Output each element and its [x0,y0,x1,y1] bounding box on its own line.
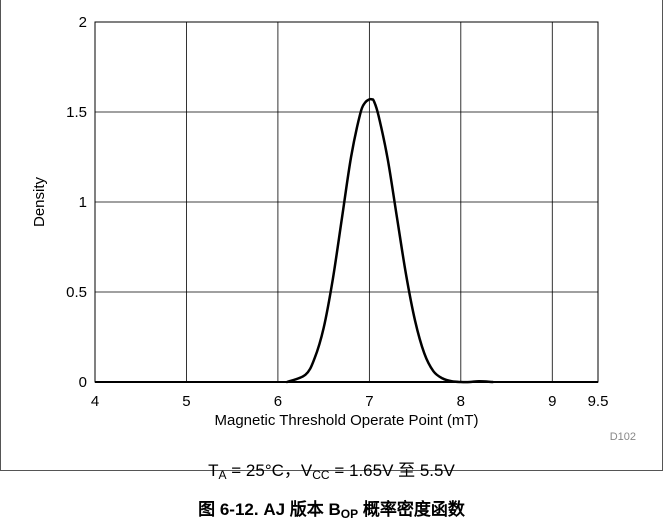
vcc-subscript: CC [312,468,330,482]
y-tick-label: 2 [79,14,87,31]
vcc-symbol: V [300,461,313,480]
ta-subscript: A [218,468,227,482]
caption-subscript: OP [340,507,359,521]
caption-prefix: 图 6-12. AJ 版本 B [198,500,341,519]
density-curve [285,97,495,384]
x-tick-label: 9 [548,393,556,410]
y-tick-label: 0 [79,374,87,391]
y-axis-title: Density [31,176,48,227]
x-tick-label: 4 [91,393,99,410]
y-tick-label: 0.5 [66,284,87,301]
figure-caption: 图 6-12. AJ 版本 BOP 概率密度函数 [0,495,663,520]
figure-code-label: D102 [610,431,636,443]
x-tick-label: 7 [365,393,373,410]
x-tick-label: 5 [182,393,190,410]
ta-symbol: T [208,461,219,480]
x-tick-label: 6 [274,393,282,410]
x-axis-title: Magnetic Threshold Operate Point (mT) [214,412,478,429]
y-tick-label: 1.5 [66,104,87,121]
x-tick-label: 9.5 [588,393,609,410]
x-tick-label: 8 [457,393,465,410]
y-tick-label: 1 [79,194,87,211]
caption-suffix: 概率密度函数 [358,500,465,519]
ta-value: = 25°C， [226,461,301,480]
density-chart: 0 0.5 1 1.5 2 4 5 6 7 8 9 9.5 Magnetic Threshold Ope… [31,14,636,443]
test-conditions: TA = 25°C，VCC = 1.65V 至 5.5V [0,456,663,481]
vcc-value: = 1.65V 至 5.5V [329,461,455,480]
